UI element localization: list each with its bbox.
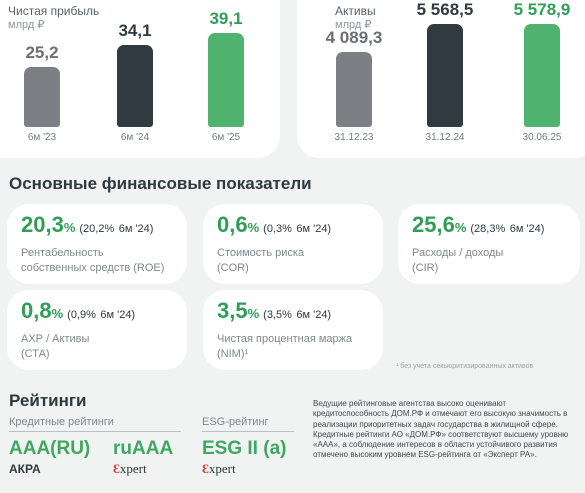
kpi-label-line1: Рентабельность — [21, 247, 104, 259]
kpi-value: 0,8 — [21, 298, 52, 323]
bar-category-label: 6м '23 — [27, 132, 57, 143]
credit-ratings-heading: Кредитные рейтинги — [9, 416, 114, 428]
section-title-financials: Основные финансовые показатели — [9, 174, 312, 193]
chart-bar — [208, 33, 244, 127]
kpi-value-line: 20,3% (20,2% 6м '24) — [21, 212, 153, 238]
rating-expert-value: ruAAA — [113, 438, 174, 459]
kpi-prev-value: (3,5% — [263, 309, 292, 321]
kpi-card-roe: 20,3% (20,2% 6м '24) Рентабельность собст… — [7, 204, 187, 284]
credit-ratings-divider — [9, 431, 181, 432]
kpi-card-cta: 0,8% (0,9% 6м '24) АХР / Активы (СТА) — [7, 290, 187, 370]
bar-value-label: 4 089,3 — [325, 28, 383, 47]
kpi-value-line: 0,8% (0,9% 6м '24) — [21, 298, 135, 324]
kpi-label-line1: Расходы / доходы — [412, 247, 504, 259]
bar-category-label: 31.12.24 — [425, 132, 465, 143]
kpi-prev-period: 6м '24) — [296, 223, 332, 235]
kpi-card-cor: 0,6% (0,3% 6м '24) Стоимость риска (COR) — [203, 204, 383, 284]
rating-esg-value: ESG II (a) — [202, 438, 287, 459]
kpi-value: 0,6 — [217, 212, 248, 237]
assets-unit: млрд ₽ — [335, 19, 372, 31]
bar-value-label: 34,1 — [118, 21, 152, 40]
expert-ra-logo-esg: Ɛxpert — [202, 461, 236, 476]
kpi-unit: % — [247, 306, 260, 321]
section-title-ratings: Рейтинги — [9, 391, 87, 410]
kpi-prev-value: (0,9% — [67, 309, 96, 321]
net-profit-unit: млрд ₽ — [8, 19, 45, 31]
bar-category-label: 31.12.23 — [334, 132, 374, 143]
rating-akra-value: AAA(RU) — [9, 438, 91, 459]
bar-category-label: 30.06.25 — [522, 132, 562, 143]
kpi-value-line: 3,5% (3,5% 6м '24) — [217, 298, 331, 324]
kpi-label-line2: (NIM)¹ — [217, 348, 249, 360]
kpi-label-line2: (CIR) — [412, 262, 439, 274]
kpi-unit: % — [247, 220, 260, 235]
kpi-card-nim: 3,5% (3,5% 6м '24) Чистая процентная марж… — [203, 290, 383, 370]
kpi-prev-value: (20,2% — [79, 223, 115, 235]
esg-rating-divider — [202, 431, 294, 432]
esg-rating-heading: ESG-рейтинг — [202, 416, 269, 428]
chart-bar — [427, 24, 463, 127]
net-profit-title: Чистая прибыль — [8, 4, 100, 18]
chart-bar — [117, 45, 153, 127]
kpi-prev-period: 6м '24) — [118, 223, 154, 235]
kpi-unit: % — [51, 306, 64, 321]
kpi-label-line2: (COR) — [217, 262, 249, 274]
kpi-unit: % — [454, 220, 467, 235]
bar-value-label: 25,2 — [25, 43, 59, 62]
kpi-prev-period: 6м '24) — [509, 223, 545, 235]
kpi-value-line: 0,6% (0,3% 6м '24) — [217, 212, 331, 238]
kpi-unit: % — [63, 220, 76, 235]
kpi-label-line1: АХР / Активы — [21, 333, 90, 345]
kpi-value: 25,6 — [412, 212, 455, 237]
kpi-label-line2: собственных средств (ROE) — [21, 262, 165, 274]
kpi-value: 3,5 — [217, 298, 248, 323]
net-profit-chart: 25,2 6м '23 34,1 6м '24 39,1 6м '25 — [0, 0, 290, 158]
ratings-description: Ведущие рейтинговые агентства высоко оце… — [313, 399, 569, 460]
kpi-prev-period: 6м '24) — [100, 309, 136, 321]
kpi-prev-value: (28,3% — [470, 223, 506, 235]
bar-category-label: 6м '25 — [211, 132, 241, 143]
chart-bar — [336, 52, 372, 127]
bar-category-label: 6м '24 — [120, 132, 150, 143]
kpi-prev-period: 6м '24) — [296, 309, 332, 321]
bar-value-label: 5 568,5 — [416, 0, 474, 19]
kpi-label-line1: Стоимость риска — [217, 247, 305, 259]
footnote: ¹ без учета секьюритизированных активов — [396, 363, 534, 370]
kpi-value-line: 25,6% (28,3% 6м '24) — [412, 212, 544, 238]
chart-bar — [524, 24, 560, 127]
chart-bar — [24, 67, 60, 127]
kpi-label-line1: Чистая процентная маржа — [217, 333, 353, 345]
kpi-value: 20,3 — [21, 212, 64, 237]
kpi-card-cir: 25,6% (28,3% 6м '24) Расходы / доходы (CI… — [398, 204, 580, 284]
bar-value-label: 5 578,9 — [513, 0, 571, 19]
bar-value-label: 39,1 — [209, 9, 243, 28]
assets-chart: 4 089,3 31.12.23 5 568,5 31.12.24 5 578,9 30.… — [297, 0, 585, 158]
kpi-prev-value: (0,3% — [263, 223, 292, 235]
akra-logo: АКРА — [9, 462, 41, 476]
assets-title: Активы — [335, 4, 376, 18]
expert-ra-logo: Ɛxpert — [113, 461, 147, 476]
kpi-label-line2: (СТА) — [21, 348, 50, 360]
